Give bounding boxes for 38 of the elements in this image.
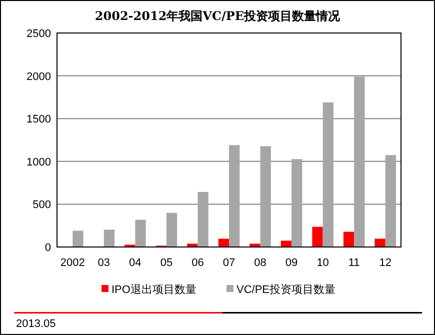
bar — [135, 220, 146, 247]
x-tick-label: 08 — [254, 257, 266, 269]
text: 2013.05 — [16, 318, 56, 330]
bar — [250, 244, 260, 247]
y-tick-label: 1000 — [26, 156, 51, 168]
legend-label: IPO退出项目数量 — [112, 283, 196, 296]
x-tick-label: 10 — [316, 257, 329, 269]
y-tick-label: 1500 — [26, 114, 51, 126]
x-tick-label: 06 — [192, 257, 204, 269]
bar — [104, 230, 115, 247]
bar — [322, 102, 334, 247]
x-tick-label: 09 — [285, 257, 298, 269]
x-tick-label: 04 — [129, 257, 142, 269]
bar — [198, 192, 208, 247]
bar — [260, 146, 271, 247]
x-tick-label: 03 — [98, 257, 110, 269]
y-tick-label: 2000 — [26, 70, 51, 83]
chart-title: 2002-2012年我国VC/PE投资项目数量情况 — [94, 9, 342, 23]
bar — [72, 230, 84, 247]
y-tick-label: 500 — [32, 199, 51, 212]
y-tick-label: 2500 — [26, 28, 51, 40]
bar — [385, 155, 396, 247]
x-tick-label: 2002 — [60, 257, 85, 269]
y-tick-label: 0 — [44, 242, 51, 254]
bar — [218, 238, 229, 247]
x-tick-label: 11 — [348, 257, 360, 269]
x-tick-label: 05 — [160, 257, 173, 269]
bar — [229, 145, 240, 247]
bar — [292, 159, 302, 247]
bar — [312, 226, 323, 247]
bar — [374, 238, 386, 247]
bar — [354, 76, 365, 247]
x-tick-label: 12 — [379, 257, 392, 269]
x-tick-label: 07 — [222, 257, 236, 269]
bar — [280, 240, 292, 247]
bar — [166, 212, 178, 247]
legend-label: VC/PE投资项目数量 — [236, 284, 336, 296]
bar — [343, 232, 354, 247]
